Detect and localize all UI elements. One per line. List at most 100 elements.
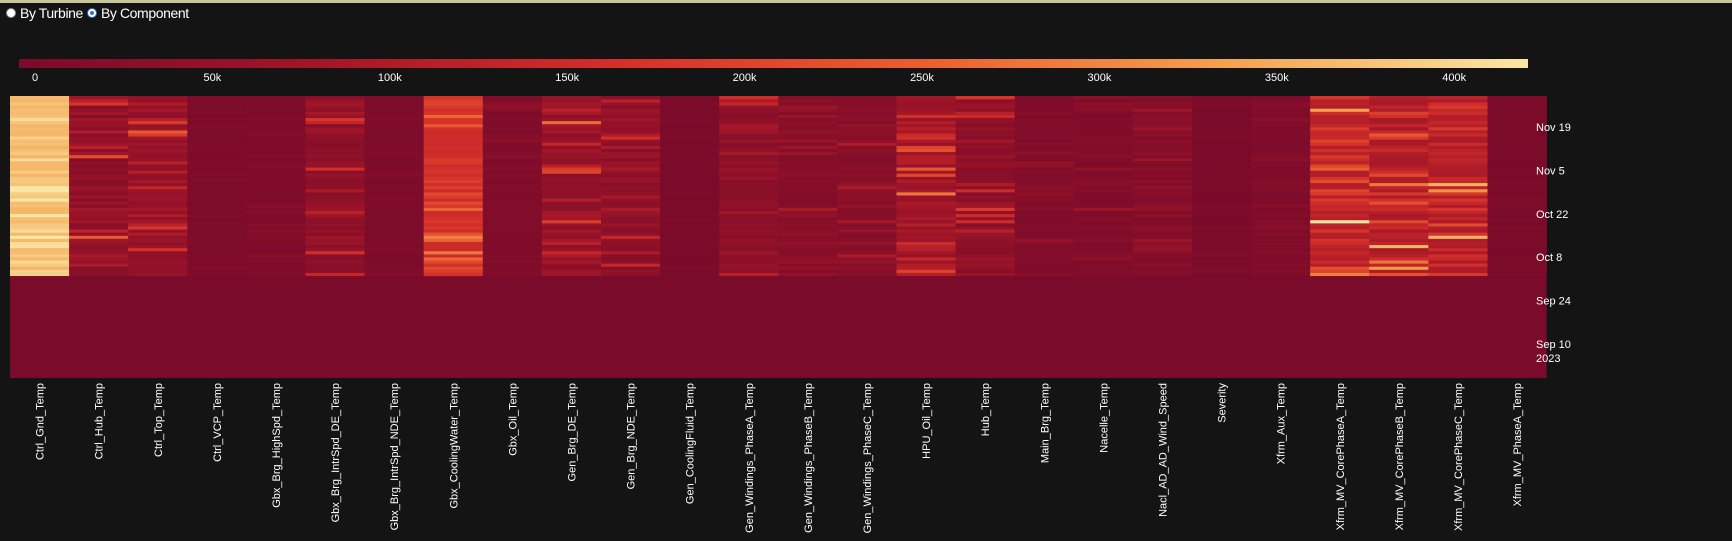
heatmap-cell: [778, 241, 838, 246]
heatmap-cell: [1192, 204, 1252, 208]
heatmap-cell: [1251, 111, 1311, 115]
heatmap-cell: [955, 195, 1015, 199]
radio-by-component-label[interactable]: By Component: [100, 5, 189, 21]
heatmap-cell: [128, 238, 188, 242]
heatmap-cell: [482, 111, 543, 115]
x-tick-label: Gen_Windings_PhaseA_Temp: [744, 383, 756, 533]
heatmap-cell: [1428, 99, 1488, 103]
radio-by-turbine[interactable]: By Turbine: [6, 5, 83, 21]
heatmap-cell: [837, 130, 897, 134]
heatmap-cell: [1192, 154, 1252, 159]
heatmap-cell: [1487, 223, 1547, 227]
heatmap-cell: [482, 219, 543, 224]
heatmap-cell: [423, 260, 484, 264]
heatmap-cell: [1192, 179, 1252, 184]
heatmap-cell: [541, 167, 602, 171]
heatmap-cell: [69, 223, 129, 227]
heatmap-cell: [1014, 142, 1075, 146]
heatmap-cell: [778, 108, 838, 112]
heatmap-cell: [1487, 136, 1547, 140]
heatmap-cell: [1310, 126, 1370, 131]
heatmap-cell: [1487, 235, 1547, 239]
heatmap-cell: [1369, 170, 1429, 174]
radio-by-turbine-label[interactable]: By Turbine: [20, 5, 83, 21]
heatmap-cell: [1251, 226, 1311, 230]
heatmap-cell: [660, 201, 720, 205]
heatmap-cell: [1369, 232, 1429, 236]
heatmap-cell: [10, 247, 70, 252]
heatmap-cell: [896, 102, 956, 106]
heatmap-cell: [837, 269, 897, 273]
heatmap-cell: [1369, 157, 1429, 162]
heatmap-cell: [955, 126, 1015, 131]
x-tick-label: Ctrl_VCP_Temp: [212, 383, 224, 462]
heatmap-cell: [896, 99, 956, 103]
heatmap-cell: [601, 247, 661, 252]
heatmap-cell: [837, 232, 897, 236]
heatmap-cell: [601, 170, 661, 174]
x-tick-label: Xfrm_MV_CorePhaseC_Temp: [1453, 383, 1465, 531]
heatmap-cell: [187, 204, 247, 208]
heatmap-cell: [837, 198, 897, 202]
heatmap-cell: [1487, 195, 1547, 199]
heatmap-cell: [305, 126, 365, 131]
heatmap-cell: [1428, 148, 1488, 153]
heatmap-cell: [1487, 167, 1547, 171]
heatmap-cell: [719, 182, 779, 187]
heatmap-cell: [1487, 226, 1547, 230]
heatmap-cell: [305, 164, 365, 168]
heatmap-cell: [187, 241, 247, 246]
heatmap-cell: [1132, 250, 1193, 255]
heatmap-cell: [1369, 201, 1429, 205]
radio-by-turbine-dot[interactable]: [6, 8, 16, 18]
heatmap-cell: [837, 145, 897, 149]
heatmap-cell: [541, 198, 602, 202]
heatmap-cell: [246, 161, 306, 165]
heatmap-cell: [837, 185, 897, 190]
x-tick-label: Gbx_CoolingWater_Temp: [448, 383, 460, 509]
heatmap-cell: [778, 126, 838, 131]
heatmap-cell: [423, 176, 484, 180]
heatmap-cell: [601, 96, 661, 100]
radio-by-component[interactable]: By Component: [86, 5, 189, 21]
heatmap-cell: [1251, 154, 1311, 159]
heatmap-cell: [364, 210, 424, 215]
heatmap-cell: [423, 213, 484, 218]
heatmap-cell: [1132, 96, 1193, 100]
heatmap-cell: [128, 210, 188, 215]
heatmap-cell: [1251, 164, 1311, 168]
heatmap-cell: [1310, 232, 1370, 236]
heatmap-cell: [1487, 179, 1547, 184]
heatmap-cell: [69, 148, 129, 153]
heatmap-cell: [1132, 226, 1193, 230]
heatmap-cell: [128, 130, 188, 134]
heatmap-cell: [187, 176, 247, 180]
heatmap-cell: [837, 257, 897, 261]
heatmap-cell: [128, 223, 188, 227]
heatmap-cell: [305, 108, 365, 112]
heatmap-cell: [423, 167, 484, 171]
heatmap-cell: [364, 266, 424, 270]
heatmap-cell: [69, 114, 129, 118]
heatmap-cell: [1132, 114, 1193, 118]
heatmap-cell: [719, 117, 779, 122]
heatmap-cell: [69, 164, 129, 168]
radio-by-component-dot[interactable]: [86, 8, 97, 18]
heatmap-cell: [246, 167, 306, 171]
heatmap-cell: [1251, 213, 1311, 218]
heatmap-cell: [719, 269, 779, 273]
heatmap-cell: [1014, 114, 1075, 118]
heatmap-cell: [601, 266, 661, 270]
heatmap-cell: [1073, 142, 1134, 146]
heatmap-cell: [601, 257, 661, 261]
heatmap-cell: [541, 120, 602, 125]
heatmap-cell: [955, 179, 1015, 184]
heatmap-cell: [837, 254, 897, 258]
heatmap-cell: [364, 176, 424, 180]
heatmap-cell: [1251, 269, 1311, 273]
heatmap-cell: [423, 241, 484, 246]
heatmap-cell: [482, 188, 543, 193]
heatmap-cell: [719, 229, 779, 233]
heatmap-cell: [246, 269, 306, 273]
heatmap-cell: [837, 219, 897, 224]
